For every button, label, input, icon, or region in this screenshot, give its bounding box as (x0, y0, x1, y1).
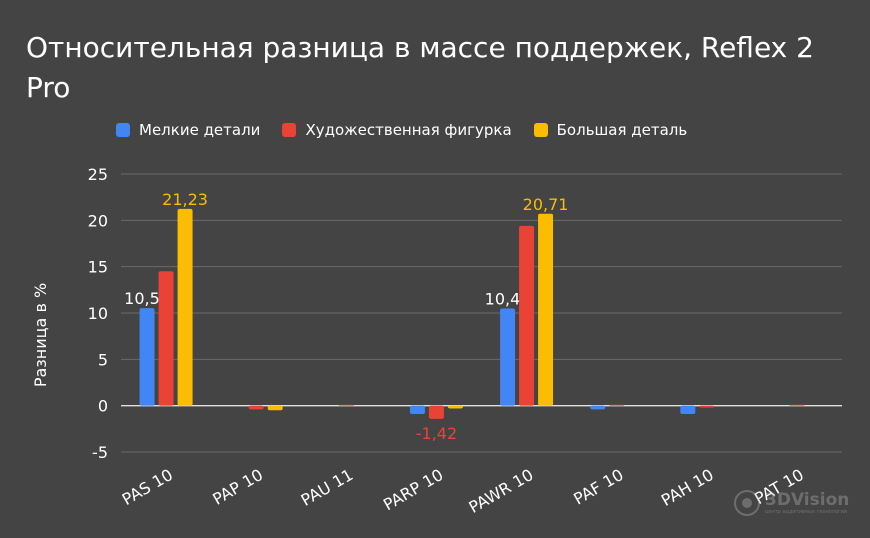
bar (139, 308, 155, 406)
legend-label: Большая деталь (556, 121, 688, 139)
bar (590, 405, 606, 410)
y-tick-label: 15 (88, 258, 108, 277)
x-tick-label: PAWR 10 (466, 465, 537, 517)
x-tick-label: PAF 10 (570, 465, 626, 509)
legend: Мелкие детали Художественная фигурка Больш… (116, 121, 687, 139)
legend-swatch (116, 123, 130, 137)
bar (267, 405, 283, 411)
watermark-subtext: центр аддитивных технологий (765, 509, 848, 515)
bar (500, 308, 516, 406)
data-label: 10,53 (124, 289, 170, 308)
bar (248, 405, 264, 410)
data-label: 21,23 (162, 190, 208, 209)
legend-item: Художественная фигурка (282, 121, 512, 139)
data-label: 20,71 (523, 195, 569, 214)
logo-icon (734, 490, 760, 516)
bar (177, 208, 193, 406)
y-tick-label: 20 (88, 211, 108, 230)
bar (158, 271, 174, 406)
y-tick-label: 25 (88, 165, 108, 184)
bar (789, 404, 805, 406)
bar (428, 405, 444, 419)
x-tick-label: PARP 10 (380, 465, 446, 514)
x-tick-label: PAS 10 (119, 465, 176, 509)
data-label: -1,42 (416, 424, 457, 443)
bar (680, 405, 696, 415)
watermark-text: 3DVision (765, 490, 850, 510)
watermark-logo: 3DVision центр аддитивных технологий (734, 490, 849, 516)
y-tick-label: 0 (98, 397, 108, 416)
bar (447, 405, 463, 409)
y-tick-label: 5 (98, 350, 108, 369)
bar (519, 225, 535, 406)
bar (609, 404, 625, 406)
bar (538, 213, 554, 406)
legend-swatch (282, 123, 297, 137)
data-label: 10,48 (485, 290, 531, 309)
legend-swatch (533, 123, 548, 137)
x-tick-label: PAP 10 (209, 465, 266, 509)
y-tick-label: 10 (88, 304, 108, 323)
bar (409, 405, 425, 415)
bar (699, 405, 715, 408)
y-tick-label: -5 (92, 443, 108, 462)
legend-item: Большая деталь (533, 121, 688, 139)
chart-title: Относительная разница в массе поддержек,… (26, 31, 814, 104)
x-tick-label: PAU 11 (298, 465, 357, 510)
y-axis-label: Разница в % (31, 283, 50, 387)
x-tick-label: PAH 10 (658, 465, 717, 510)
legend-item: Мелкие детали (116, 121, 260, 139)
bar (338, 404, 354, 406)
legend-label: Художественная фигурка (305, 121, 512, 139)
legend-label: Мелкие детали (139, 121, 261, 139)
